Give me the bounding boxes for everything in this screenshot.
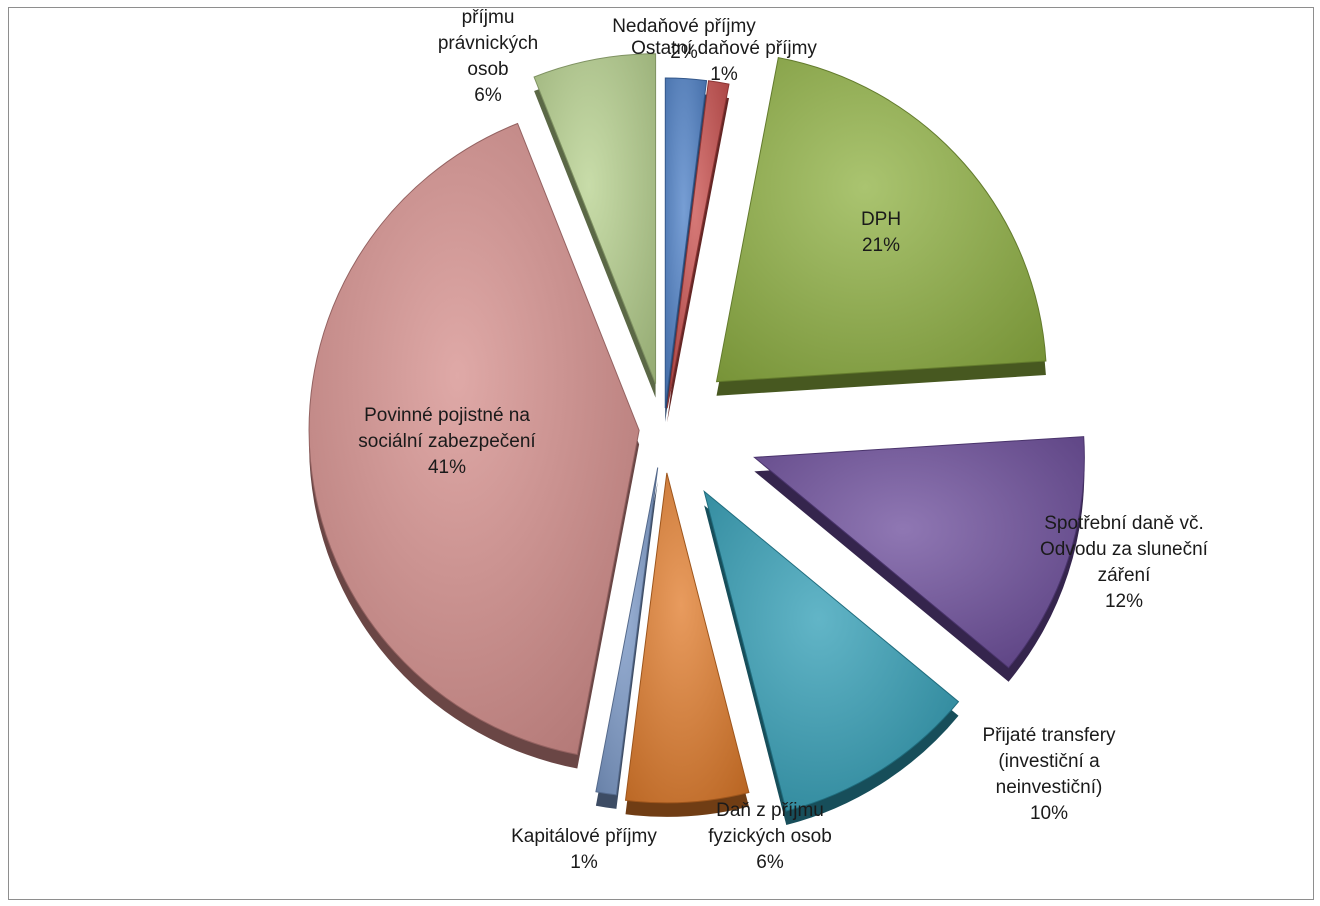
data-label-percent: 21% [862, 235, 900, 256]
slice-ostatni-danove-prijmy [666, 80, 730, 409]
slice-dph [715, 57, 1047, 383]
pie-chart: Nedaňové příjmy 2%Ostatní daňové příjmy 1%… [308, 8, 1209, 873]
data-label-line: záření [1098, 565, 1152, 586]
data-label-line: DPH [861, 209, 901, 230]
slice-kapitalove-prijmy [595, 467, 659, 796]
data-label-spotrebni-dane-vc-odvodu-za-slunecni-zareni: Spotřební daně vč. Odvodu za sluneční záře… [1040, 513, 1209, 612]
data-label-dph: DPH 21% [861, 209, 901, 256]
slice-dan-z-prijmu-pravnickych-osob [533, 53, 657, 384]
data-label-line: fyzických osob [708, 826, 832, 847]
slice-prijate-transfery-investicni-a-neinvesticni [703, 489, 960, 812]
slice-dan-z-prijmu-fyzickych-osob [624, 472, 750, 804]
data-label-percent: 41% [428, 457, 466, 478]
slice-spotrebni-dane-vc-odvodu-za-slunecni-zareni [753, 436, 1085, 669]
data-label-line: Spotřební daně vč. [1044, 513, 1204, 534]
data-label-line: osob [467, 59, 508, 80]
data-label-percent: 6% [756, 852, 784, 873]
slice-povinne-pojistne-na-socialni-zabezpeceni [308, 122, 640, 756]
data-label-kapitalove-prijmy: Kapitálové příjmy 1% [511, 826, 657, 873]
data-label-percent: 1% [570, 852, 598, 873]
data-label-percent: 6% [474, 85, 502, 106]
data-label-percent: 10% [1030, 803, 1068, 824]
data-label-percent: 12% [1105, 591, 1143, 612]
data-label-line: Kapitálové příjmy [511, 826, 657, 847]
label-layer: Nedaňové příjmy 2%Ostatní daňové příjmy 1%… [358, 8, 1208, 873]
data-label-povinne-pojistne-na-socialni-zabezpeceni: Povinné pojistné na sociální zabezpečení 4… [358, 405, 536, 478]
data-label-line: Daň z příjmu [716, 800, 824, 821]
data-label-dan-z-prijmu-fyzickych-osob: Daň z příjmu fyzických osob 6% [708, 800, 832, 873]
data-label-line: Ostatní daňové příjmy [631, 38, 817, 59]
data-label-line: právnických [438, 33, 538, 54]
slice-nedanove-prijmy [664, 77, 708, 409]
data-label-nedanove-prijmy: Nedaňové příjmy 2% [612, 16, 756, 63]
data-label-line: příjmu [462, 8, 515, 28]
slice-layer [308, 53, 1085, 812]
data-label-prijate-transfery-investicni-a-neinvesticni: Přijaté transfery (investiční a neinvestič… [982, 725, 1116, 824]
data-label-line: Nedaňové příjmy [612, 16, 756, 37]
slice-depth-ostatni-danove-prijmy [667, 94, 729, 423]
data-label-line: neinvestiční) [996, 777, 1103, 798]
data-label-line: (investiční a [998, 751, 1100, 772]
data-label-line: Odvodu za sluneční [1040, 539, 1209, 560]
data-label-line: Povinné pojistné na [364, 405, 530, 426]
chart-area: Nedaňové příjmy 2% Ostatní daňové příjmy 1%… [8, 7, 1314, 900]
data-label-dan-z-prijmu-pravnickych-osob: Daň zpříjmuprávnickýchosob6% [438, 8, 538, 106]
data-label-percent: 1% [710, 64, 738, 85]
data-label-line: Přijaté transfery [982, 725, 1116, 746]
data-label-ostatni-danove-prijmy: Ostatní daňové příjmy 1% [631, 38, 817, 85]
data-label-percent: 2% [670, 42, 698, 63]
data-label-line: sociální zabezpečení [358, 431, 536, 452]
